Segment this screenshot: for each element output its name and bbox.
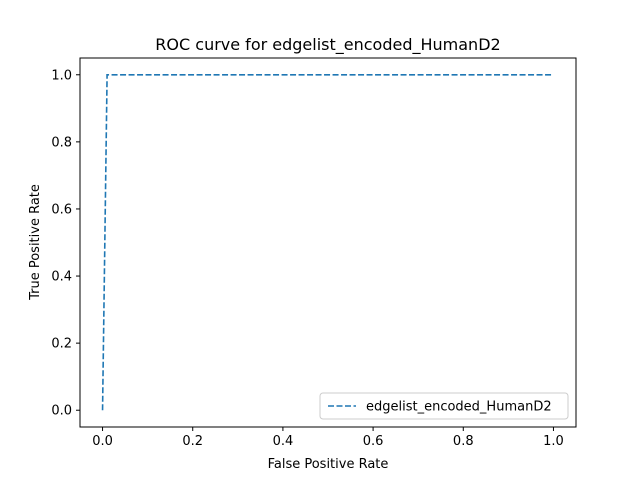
x-tick-label: 0.4 bbox=[273, 434, 294, 449]
plot-area bbox=[79, 57, 577, 428]
x-axis-label: False Positive Rate bbox=[268, 457, 389, 472]
x-tick-label: 0.0 bbox=[92, 434, 113, 449]
y-axis: 0.0 0.2 0.4 0.6 0.8 1.0 bbox=[51, 68, 80, 419]
legend-label: edgelist_encoded_HumanD2 bbox=[366, 400, 552, 415]
x-axis: 0.0 0.2 0.4 0.6 0.8 1.0 bbox=[92, 427, 564, 449]
y-tick-label: 1.0 bbox=[51, 68, 72, 83]
legend: edgelist_encoded_HumanD2 bbox=[319, 392, 569, 420]
plot-frame bbox=[79, 57, 577, 428]
legend-box bbox=[319, 392, 569, 420]
y-tick-label: 0.0 bbox=[51, 404, 72, 419]
x-tick-label: 1.0 bbox=[543, 434, 564, 449]
y-tick-label: 0.8 bbox=[51, 135, 72, 150]
series-line-0 bbox=[101, 73, 554, 411]
y-tick-label: 0.2 bbox=[51, 337, 72, 352]
chart-title: ROC curve for edgelist_encoded_HumanD2 bbox=[155, 35, 500, 55]
x-tick-label: 0.8 bbox=[453, 434, 474, 449]
x-tick-label: 0.2 bbox=[182, 434, 203, 449]
y-axis-label: True Positive Rate bbox=[28, 184, 43, 301]
y-tick-label: 0.6 bbox=[51, 202, 72, 217]
y-tick-label: 0.4 bbox=[51, 270, 72, 285]
x-tick-label: 0.6 bbox=[363, 434, 384, 449]
